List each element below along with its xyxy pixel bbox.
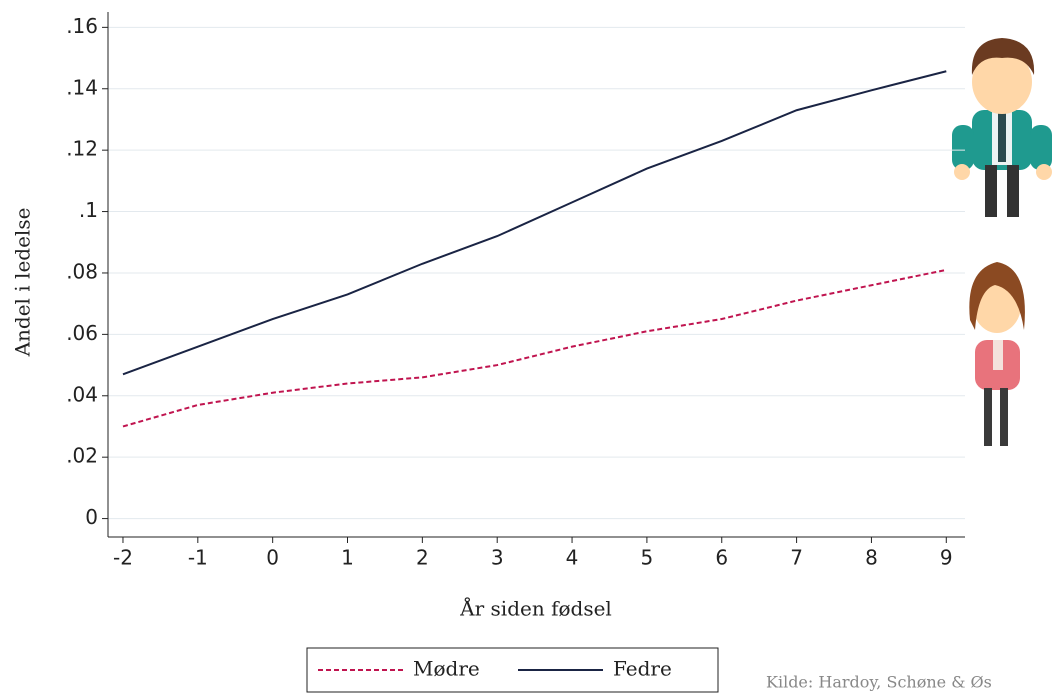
y-tick-label: .08	[66, 259, 98, 283]
x-tick-label: 0	[266, 546, 279, 570]
y-tick-label: .1	[79, 198, 98, 222]
y-tick-label: .16	[66, 14, 98, 38]
source-note: Kilde: Hardoy, Schøne & Øs	[766, 673, 992, 692]
y-tick-label: .04	[66, 382, 98, 406]
x-tick-label: -1	[188, 546, 208, 570]
y-tick-label: .06	[66, 321, 98, 345]
legend-label: Fedre	[613, 657, 672, 681]
x-tick-label: 4	[566, 546, 579, 570]
y-tick-label: .12	[66, 137, 98, 161]
x-tick-label: -2	[113, 546, 133, 570]
series-line	[122, 268, 947, 428]
x-axis-label: År siden fødsel	[459, 596, 612, 621]
x-tick-label: 6	[715, 546, 728, 570]
x-tick-label: 1	[341, 546, 354, 570]
x-tick-label: 7	[790, 546, 803, 570]
x-tick-label: 5	[641, 546, 654, 570]
legend-label: Mødre	[413, 657, 480, 681]
series-line	[122, 70, 947, 376]
x-tick-label: 9	[940, 546, 953, 570]
man-figure	[952, 38, 1052, 217]
y-tick-label: .14	[66, 75, 98, 99]
y-tick-label: .02	[66, 444, 98, 468]
y-axis-label: Andel i ledelse	[11, 208, 35, 358]
x-tick-label: 3	[491, 546, 504, 570]
x-tick-label: 8	[865, 546, 878, 570]
illustrations	[952, 38, 1052, 446]
x-tick-label: 2	[416, 546, 429, 570]
y-tick-label: 0	[85, 505, 98, 529]
woman-figure	[969, 262, 1025, 446]
